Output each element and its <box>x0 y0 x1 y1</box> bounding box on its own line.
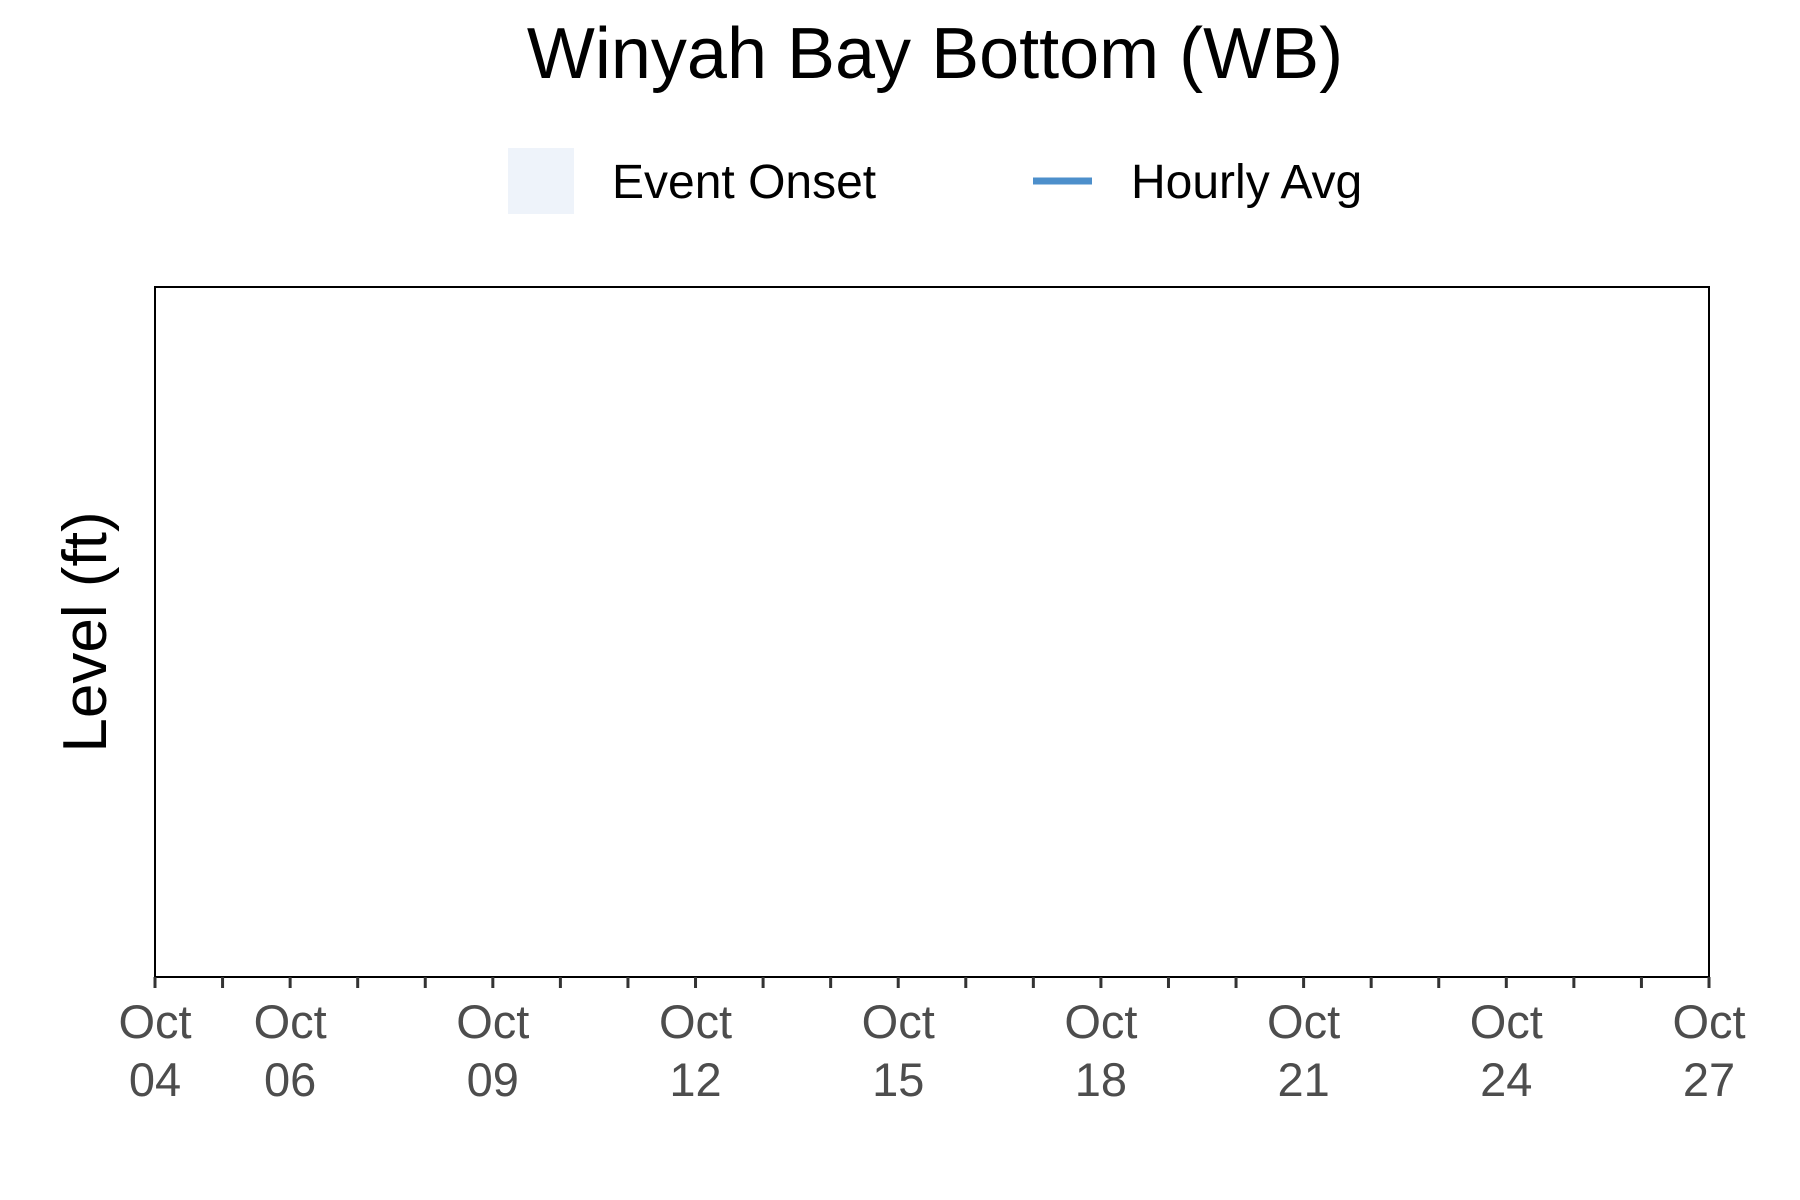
x-tick-label: Oct 12 <box>659 995 732 1106</box>
x-axis-tick-labels: Oct 04 Oct 06 Oct 09 Oct 12 Oct 15 Oct 18 Oct 21 Oct 24… <box>118 995 1745 1106</box>
legend: Event Onset Hourly Avg <box>508 148 1362 214</box>
plot-panel <box>154 286 1710 978</box>
y-axis-label: Level (ft) <box>51 511 120 752</box>
x-tick-label: Oct 15 <box>862 995 935 1106</box>
x-tick-label: Oct 21 <box>1267 995 1340 1106</box>
x-tick-label: Oct 06 <box>254 995 327 1106</box>
x-tick-label: Oct 04 <box>118 995 191 1106</box>
legend-swatch-event-onset <box>508 148 574 214</box>
x-tick-label: Oct 09 <box>456 995 529 1106</box>
legend-label-event-onset: Event Onset <box>612 156 876 209</box>
x-tick-label: Oct 24 <box>1470 995 1543 1106</box>
x-tick-label: Oct 27 <box>1672 995 1745 1106</box>
legend-label-hourly-avg: Hourly Avg <box>1131 156 1362 209</box>
x-axis-ticks <box>153 977 1711 988</box>
x-tick-label: Oct 18 <box>1064 995 1137 1106</box>
chart-title: Winyah Bay Bottom (WB) <box>527 14 1343 94</box>
